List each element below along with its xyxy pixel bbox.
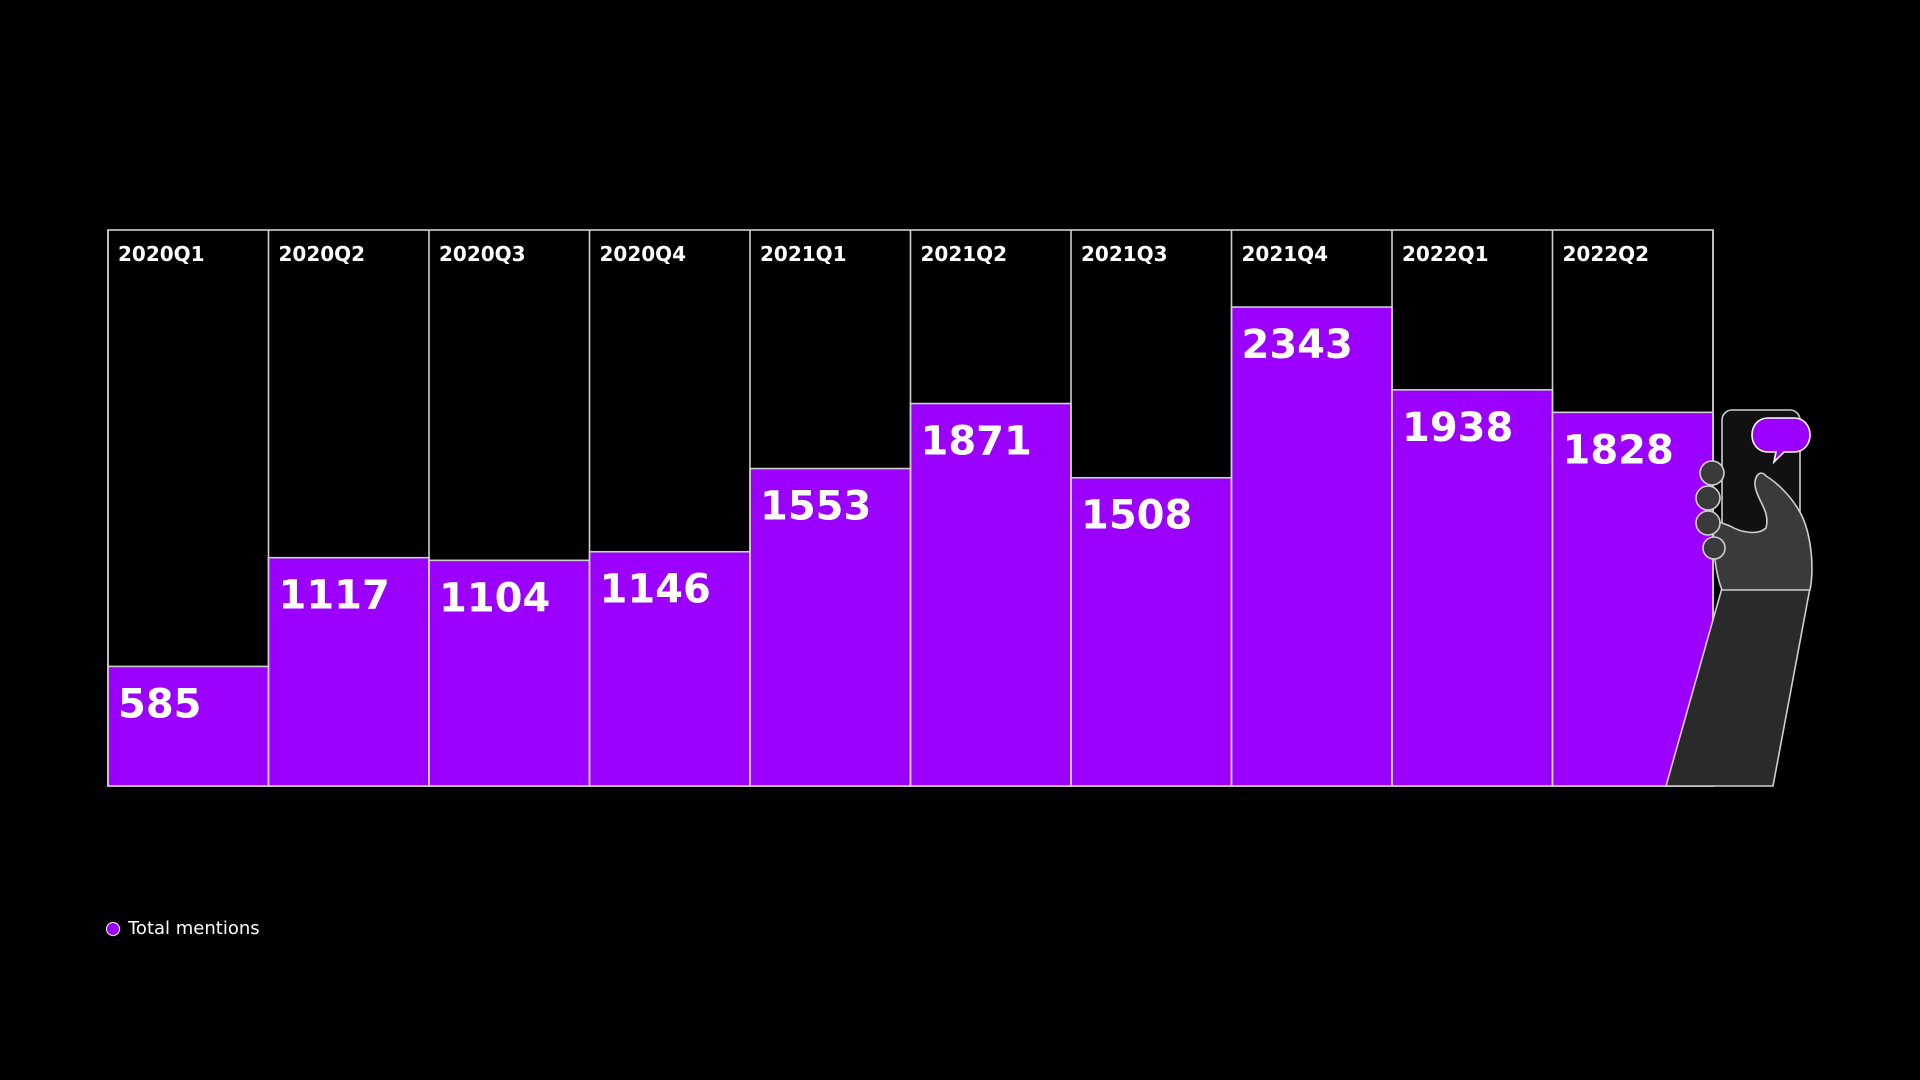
value-label: 1553: [760, 484, 871, 530]
legend-swatch: [106, 921, 120, 936]
bar: [1070, 476, 1233, 787]
value-label: 1871: [921, 419, 1032, 465]
hand-holding-phone-icon: [1664, 409, 1813, 787]
category-label: 2021Q4: [1242, 242, 1329, 266]
category-label: 2021Q1: [760, 242, 847, 266]
category-label: 2022Q2: [1563, 242, 1650, 266]
bar: [588, 550, 751, 787]
bars-group: 2020Q1 585 2020Q2 1117 2020Q3 1104 2020Q4 1146 2…: [107, 229, 1714, 787]
value-label: 1938: [1402, 405, 1513, 451]
value-label: 1828: [1563, 427, 1674, 473]
category-label: 2022Q1: [1402, 242, 1489, 266]
palm: [1712, 472, 1813, 591]
category-label: 2020Q1: [118, 242, 205, 266]
finger-2: [1695, 485, 1721, 511]
value-label: 1146: [600, 567, 711, 613]
value-label: 1508: [1081, 493, 1192, 539]
category-label: 2021Q2: [921, 242, 1008, 266]
value-label: 1117: [279, 573, 390, 619]
value-label: 2343: [1242, 322, 1353, 368]
bar: [1391, 389, 1554, 787]
legend: Total mentions: [106, 918, 260, 939]
legend-label: Total mentions: [128, 918, 260, 939]
bar: [107, 665, 270, 787]
category-label: 2020Q4: [600, 242, 687, 266]
bar: [909, 402, 1072, 787]
finger-3: [1695, 510, 1721, 536]
bar: [428, 559, 591, 787]
value-label: 1104: [439, 575, 550, 621]
bar: [749, 467, 912, 787]
bar: [1230, 306, 1393, 787]
category-label: 2020Q2: [279, 242, 366, 266]
category-label: 2020Q3: [439, 242, 526, 266]
chat-bubble-icon: [1751, 417, 1811, 465]
finger-4: [1702, 536, 1726, 560]
value-label: 585: [118, 681, 202, 727]
category-label: 2021Q3: [1081, 242, 1168, 266]
finger-1: [1699, 460, 1725, 486]
